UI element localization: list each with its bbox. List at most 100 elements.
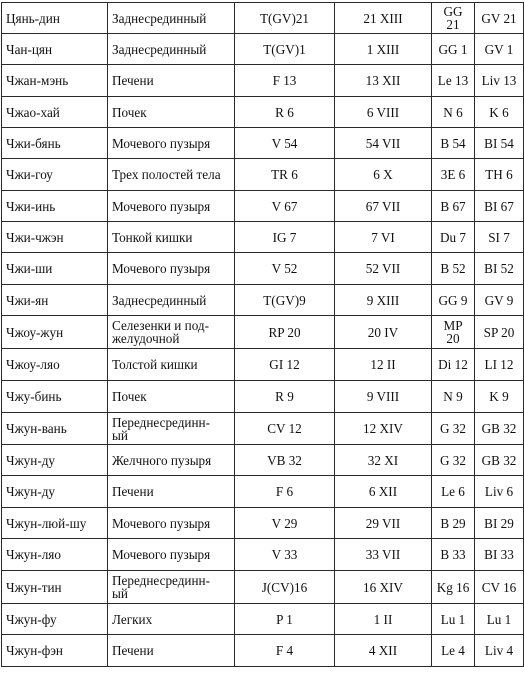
code-french-cell: R 9 xyxy=(234,380,335,413)
meridian-cell: Легких xyxy=(107,603,235,635)
point-name-cell: Чжао-хай xyxy=(1,96,108,128)
code-french-cell: CV 12 xyxy=(234,412,335,445)
meridian-cell: Толстой кишки xyxy=(107,348,235,381)
meridian-cell: Тонкой кишки xyxy=(107,221,235,253)
meridian-cell: Мочевого пузыря xyxy=(107,538,235,571)
point-name-cell: Чжи-ши xyxy=(1,252,108,285)
code-roman-cell: 32 XI xyxy=(334,444,432,476)
code-german-cell: G 32 xyxy=(431,444,475,476)
code-english-cell: GV 1 xyxy=(474,33,524,65)
point-name-cell: Чжун-фу xyxy=(1,603,108,635)
code-german-cell: Lu 1 xyxy=(431,603,475,635)
point-name-cell: Чжун-ляо xyxy=(1,538,108,571)
code-french-cell: V 29 xyxy=(234,507,335,539)
code-english-cell: GV 9 xyxy=(474,284,524,316)
code-german-cell: GG 21 xyxy=(431,2,475,34)
code-english-cell: BI 29 xyxy=(474,507,524,539)
code-french-cell: V 33 xyxy=(234,538,335,571)
point-name-cell: Чжи-инь xyxy=(1,190,108,222)
code-english-cell: TH 6 xyxy=(474,158,524,191)
code-roman-cell: 52 VII xyxy=(334,252,432,285)
table-row: Чжи-ян Заднесрединный T(GV)9 9 XIII GG 9 GV 9 xyxy=(1,284,524,316)
code-english-cell: K 6 xyxy=(474,96,524,128)
table-row: Чжун-тин Переднесрединн-ый J(CV)16 16 XIV Kg… xyxy=(1,570,524,604)
code-german-cell: G 32 xyxy=(431,412,475,445)
table-row: Чжоу-ляо Толстой кишки GI 12 12 II Di 12 LI 1… xyxy=(1,348,524,381)
code-french-cell: RP 20 xyxy=(234,315,335,349)
code-german-cell: B 33 xyxy=(431,538,475,571)
code-french-cell: T(GV)21 xyxy=(234,2,335,34)
point-name-cell: Чжи-ян xyxy=(1,284,108,316)
code-roman-cell: 20 IV xyxy=(334,315,432,349)
code-roman-cell: 6 VIII xyxy=(334,96,432,128)
code-roman-cell: 7 VI xyxy=(334,221,432,253)
code-german-cell: GG 9 xyxy=(431,284,475,316)
meridian-cell: Переднесрединн-ый xyxy=(107,570,235,604)
point-name-cell: Чан-цян xyxy=(1,33,108,65)
code-german-cell: Le 13 xyxy=(431,64,475,97)
meridian-cell: Печени xyxy=(107,64,235,97)
code-french-cell: R 6 xyxy=(234,96,335,128)
table-row: Чжун-люй-шу Мочевого пузыря V 29 29 VII B 29… xyxy=(1,507,524,539)
point-name-cell: Цянь-дин xyxy=(1,2,108,34)
code-roman-cell: 33 VII xyxy=(334,538,432,571)
table-row: Чжан-мэнь Печени F 13 13 XII Le 13 Liv 13 xyxy=(1,64,524,97)
code-roman-cell: 1 II xyxy=(334,603,432,635)
code-english-cell: GV 21 xyxy=(474,2,524,34)
table-row: Цянь-дин Заднесрединный T(GV)21 21 XIII GG 2… xyxy=(1,2,524,34)
table-row: Чжоу-жун Селезенки и под-желудочной RP 20 2… xyxy=(1,315,524,349)
code-roman-cell: 12 II xyxy=(334,348,432,381)
code-roman-cell: 21 XIII xyxy=(334,2,432,34)
code-french-cell: T(GV)1 xyxy=(234,33,335,65)
code-german-cell: MP 20 xyxy=(431,315,475,349)
code-french-cell: TR 6 xyxy=(234,158,335,191)
code-german-cell: Di 12 xyxy=(431,348,475,381)
code-french-cell: P 1 xyxy=(234,603,335,635)
code-german-cell: N 6 xyxy=(431,96,475,128)
table-row: Чжи-инь Мочевого пузыря V 67 67 VII B 67 BI 6… xyxy=(1,190,524,222)
meridian-cell: Трех полостей тела xyxy=(107,158,235,191)
point-name-cell: Чжун-люй-шу xyxy=(1,507,108,539)
meridian-cell: Заднесрединный xyxy=(107,33,235,65)
point-name-cell: Чжу-бинь xyxy=(1,380,108,413)
code-english-cell: BI 52 xyxy=(474,252,524,285)
code-french-cell: GI 12 xyxy=(234,348,335,381)
code-german-cell: GG 1 xyxy=(431,33,475,65)
code-german-cell: B 54 xyxy=(431,127,475,159)
point-name-cell: Чжан-мэнь xyxy=(1,64,108,97)
meridian-cell: Селезенки и под-желудочной xyxy=(107,315,235,349)
code-english-cell: SI 7 xyxy=(474,221,524,253)
point-name-cell: Чжи-чжэн xyxy=(1,221,108,253)
code-english-cell: BI 33 xyxy=(474,538,524,571)
point-name-cell: Чжун-вань xyxy=(1,412,108,445)
code-french-cell: F 13 xyxy=(234,64,335,97)
code-french-cell: F 6 xyxy=(234,475,335,508)
acupoint-table: Цянь-дин Заднесрединный T(GV)21 21 XIII GG 2… xyxy=(1,2,524,667)
meridian-cell: Печени xyxy=(107,634,235,667)
code-roman-cell: 9 XIII xyxy=(334,284,432,316)
code-french-cell: V 54 xyxy=(234,127,335,159)
code-english-cell: BI 54 xyxy=(474,127,524,159)
code-english-cell: K 9 xyxy=(474,380,524,413)
table-row: Чжи-бянь Мочевого пузыря V 54 54 VII B 54 BI … xyxy=(1,127,524,159)
code-english-cell: GB 32 xyxy=(474,444,524,476)
meridian-cell: Мочевого пузыря xyxy=(107,507,235,539)
code-german-cell: N 9 xyxy=(431,380,475,413)
code-english-cell: SP 20 xyxy=(474,315,524,349)
code-french-cell: T(GV)9 xyxy=(234,284,335,316)
code-french-cell: F 4 xyxy=(234,634,335,667)
point-name-cell: Чжоу-жун xyxy=(1,315,108,349)
code-german-cell: Le 6 xyxy=(431,475,475,508)
code-roman-cell: 1 XIII xyxy=(334,33,432,65)
code-german-cell: 3E 6 xyxy=(431,158,475,191)
point-name-cell: Чжун-ду xyxy=(1,475,108,508)
meridian-cell: Печени xyxy=(107,475,235,508)
code-french-cell: V 67 xyxy=(234,190,335,222)
table-row: Чан-цян Заднесрединный T(GV)1 1 XIII GG 1 GV … xyxy=(1,33,524,65)
code-english-cell: LI 12 xyxy=(474,348,524,381)
table-row: Чжун-ляо Мочевого пузыря V 33 33 VII B 33 BI … xyxy=(1,538,524,571)
